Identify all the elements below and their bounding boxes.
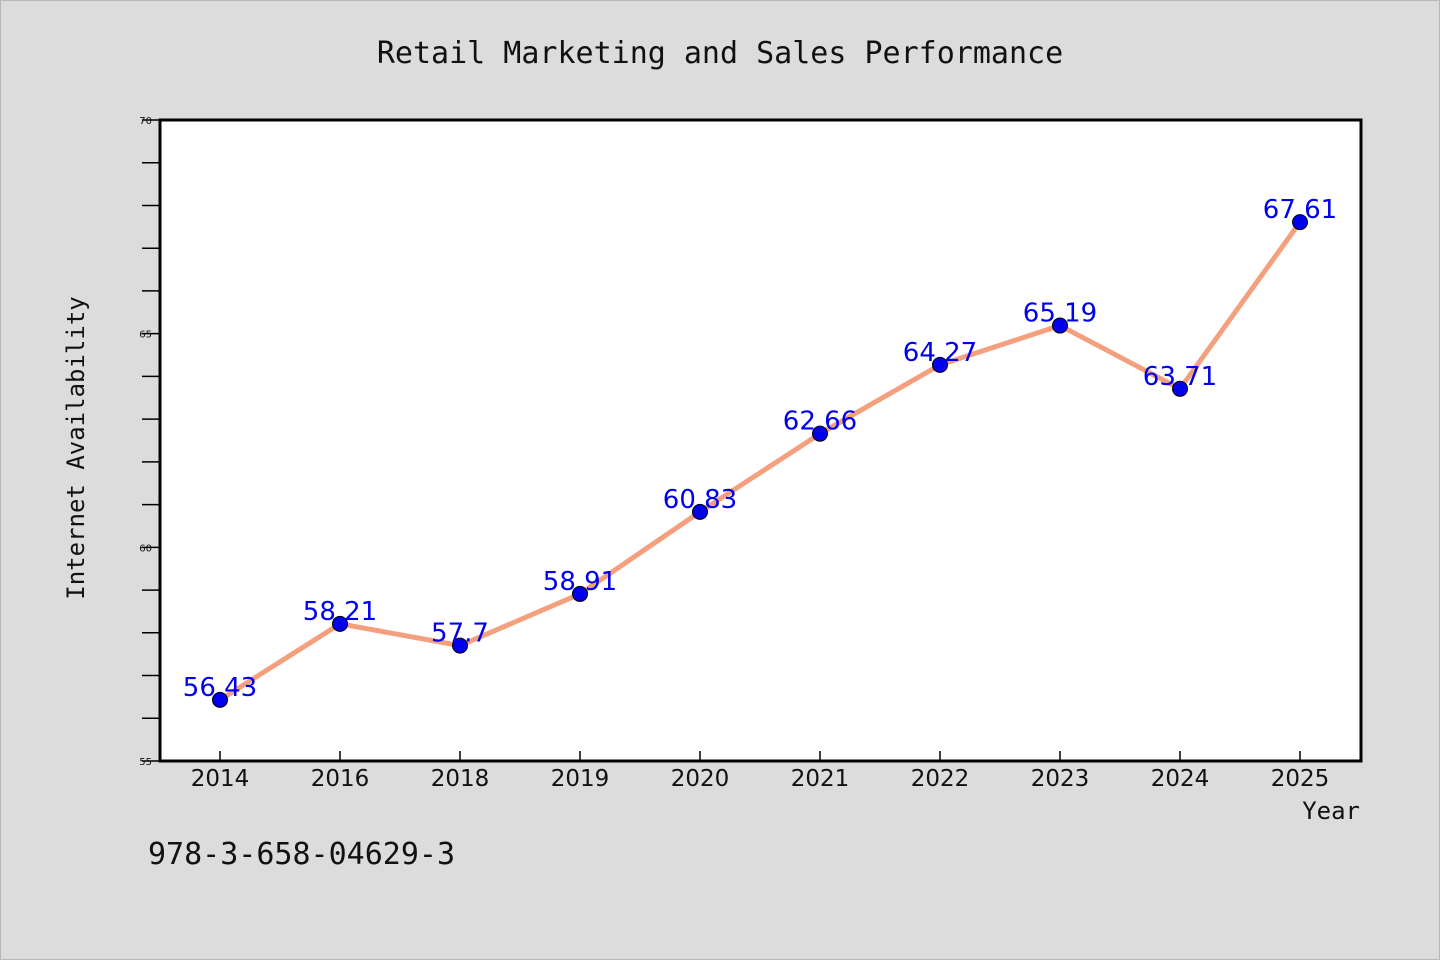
data-label: 67.61	[1263, 195, 1337, 225]
data-label: 63.71	[1143, 362, 1217, 392]
x-axis-ticks: 2014 2016 2018 2019 2020 2021 2022 2023 2024 2025	[191, 751, 1330, 792]
plot-area	[158, 118, 1363, 763]
series-line	[217, 219, 1303, 703]
data-label: 58.91	[543, 567, 617, 597]
data-point	[572, 585, 588, 602]
x-tick-label: 2014	[191, 766, 250, 792]
y-tick-label: 70	[139, 116, 152, 127]
data-label: 60.83	[663, 485, 737, 515]
x-tick-label: 2019	[551, 766, 610, 792]
data-point	[692, 503, 708, 520]
y-tick-label: 60	[139, 543, 152, 554]
y-tick-label: 55	[139, 757, 152, 768]
data-point	[452, 637, 468, 654]
data-point	[212, 691, 228, 708]
footer-code: 978-3-658-04629-3	[148, 837, 455, 872]
chart-title: Retail Marketing and Sales Performance	[377, 36, 1063, 71]
data-point	[1172, 380, 1188, 397]
y-axis-ticks: 55 60 65 70	[139, 116, 160, 768]
data-label: 65.19	[1023, 299, 1097, 329]
data-label: 58.21	[303, 597, 377, 627]
data-point	[812, 425, 828, 442]
y-axis-label: Internet Availability	[62, 296, 90, 599]
x-tick-label: 2025	[1271, 766, 1330, 792]
x-tick-label: 2016	[311, 766, 370, 792]
x-tick-label: 2023	[1031, 766, 1090, 792]
x-tick-label: 2022	[911, 766, 970, 792]
data-point	[932, 356, 948, 373]
data-label: 62.66	[783, 407, 857, 437]
x-tick-label: 2024	[1151, 766, 1210, 792]
x-axis-label: Year	[1302, 797, 1360, 825]
data-point	[1292, 214, 1308, 231]
data-label: 57.7	[431, 619, 489, 649]
x-tick-label: 2021	[791, 766, 850, 792]
series-group: 56.43 58.21 57.7 58.91 60.83 62.66 64.27 65.19 6…	[183, 195, 1337, 708]
data-label: 56.43	[183, 673, 257, 703]
data-point	[1052, 317, 1068, 334]
data-point	[332, 615, 348, 632]
y-tick-label: 65	[139, 330, 152, 341]
x-tick-label: 2018	[431, 766, 490, 792]
data-label: 64.27	[903, 338, 977, 368]
x-tick-label: 2020	[671, 766, 730, 792]
